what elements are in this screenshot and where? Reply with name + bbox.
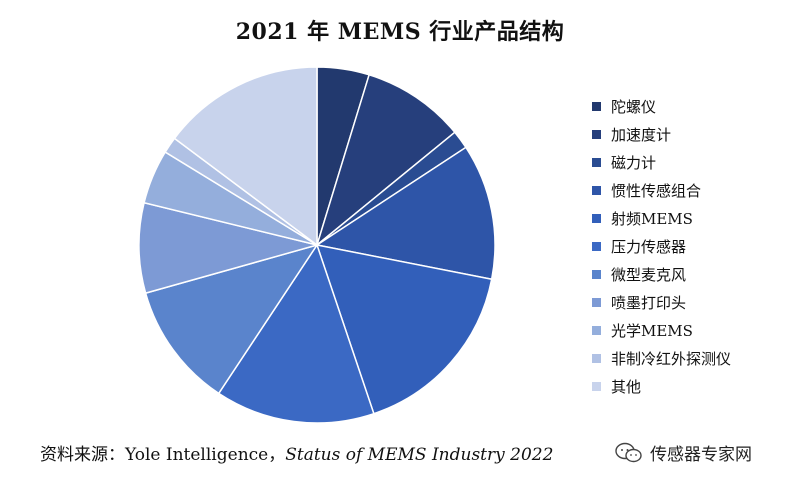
legend-item-2: 磁力计 (592, 148, 731, 176)
watermark: 传感器专家网 (614, 440, 752, 465)
pie-slice-5 (217, 243, 375, 424)
legend-item-5: 压力传感器 (592, 232, 731, 260)
legend-item-6: 微型麦克风 (592, 260, 731, 288)
pie-slice-7 (138, 201, 320, 295)
legend-swatch-6 (592, 269, 601, 279)
pie-slice-10 (173, 66, 318, 247)
chart-legend: 陀螺仪加速度计磁力计惯性传感组合 射频MEMS 压力传感器微型麦克风喷墨打印头光学M… (592, 92, 731, 400)
wechat-icon (615, 442, 642, 462)
pie-slice-1 (315, 73, 456, 248)
pie-slice-3 (315, 146, 496, 281)
legend-item-7: 喷墨打印头 (592, 288, 731, 316)
legend-swatch-5 (592, 241, 601, 251)
legend-label-2: 磁力计 (611, 153, 657, 172)
legend-item-9: 非制冷红外探测仪 (592, 344, 731, 372)
legend-label-8: 光学MEMS (611, 321, 693, 340)
legend-item-10: 其他 (592, 372, 731, 400)
legend-label-4: 射频MEMS (611, 209, 693, 228)
legend-label-10: 其他 (611, 377, 642, 396)
source-prefix: 资料来源：Yole Intelligence， (40, 445, 286, 465)
source-note: 资料来源：Yole Intelligence，Status of MEMS In… (40, 440, 553, 465)
pie-slice-4 (315, 244, 493, 415)
legend-label-5: 压力传感器 (611, 237, 687, 256)
legend-item-0: 陀螺仪 (592, 92, 731, 120)
watermark-text: 传感器专家网 (650, 445, 752, 465)
legend-item-8: 光学MEMS (592, 316, 731, 344)
pie-slice-6 (144, 243, 319, 395)
legend-label-9: 非制冷红外探测仪 (611, 349, 732, 368)
legend-swatch-10 (592, 381, 601, 391)
legend-swatch-4 (592, 213, 601, 223)
legend-swatch-3 (592, 185, 601, 195)
legend-swatch-8 (592, 325, 601, 335)
legend-swatch-9 (592, 353, 601, 363)
legend-item-1: 加速度计 (592, 120, 731, 148)
legend-swatch-1 (592, 129, 601, 139)
legend-label-3: 惯性传感组合 (611, 181, 702, 200)
source-publication: Status of MEMS Industry 2022 (285, 445, 554, 465)
chart-title: 2021 年 MEMS 行业产品结构 (235, 19, 565, 45)
legend-swatch-0 (592, 101, 601, 111)
legend-label-0: 陀螺仪 (611, 97, 657, 116)
legend-label-6: 微型麦克风 (611, 265, 687, 284)
legend-item-4: 射频MEMS (592, 204, 731, 232)
legend-item-3: 惯性传感组合 (592, 176, 731, 204)
legend-swatch-7 (592, 297, 601, 307)
legend-label-7: 喷墨打印头 (611, 293, 687, 312)
legend-label-1: 加速度计 (611, 125, 672, 144)
legend-swatch-2 (592, 157, 601, 167)
